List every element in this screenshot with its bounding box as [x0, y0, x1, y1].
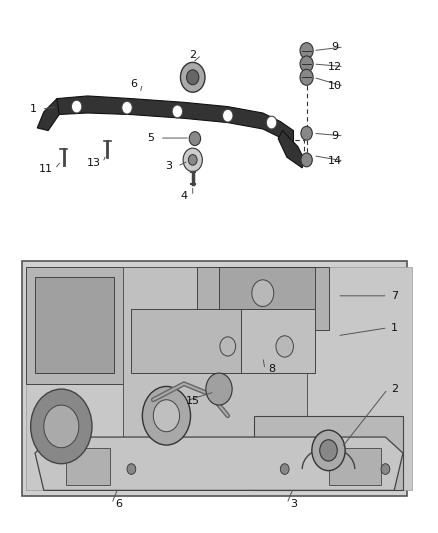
Text: 1: 1: [29, 104, 36, 114]
Polygon shape: [241, 309, 315, 373]
Circle shape: [320, 440, 337, 461]
Circle shape: [280, 464, 289, 474]
Circle shape: [276, 336, 293, 357]
Circle shape: [220, 337, 236, 356]
Circle shape: [252, 280, 274, 306]
Polygon shape: [66, 448, 110, 485]
Circle shape: [31, 389, 92, 464]
Text: 2: 2: [391, 384, 398, 394]
Text: 5: 5: [148, 133, 155, 143]
Text: 6: 6: [130, 79, 137, 88]
Text: 15: 15: [186, 396, 200, 406]
Polygon shape: [219, 266, 315, 309]
Circle shape: [381, 464, 390, 474]
Polygon shape: [37, 99, 59, 131]
Text: 12: 12: [328, 62, 342, 71]
Circle shape: [301, 153, 312, 167]
Text: 8: 8: [268, 365, 275, 374]
Polygon shape: [35, 437, 403, 490]
Polygon shape: [328, 448, 381, 485]
Polygon shape: [131, 309, 241, 373]
Polygon shape: [26, 266, 123, 384]
Circle shape: [206, 373, 232, 405]
Circle shape: [180, 62, 205, 92]
Polygon shape: [197, 266, 328, 330]
FancyBboxPatch shape: [22, 261, 407, 496]
Text: 3: 3: [165, 161, 172, 171]
Circle shape: [223, 109, 233, 122]
Text: 10: 10: [328, 82, 342, 91]
Circle shape: [300, 69, 313, 85]
Polygon shape: [278, 131, 304, 168]
Polygon shape: [123, 266, 307, 469]
Text: 2: 2: [189, 50, 196, 60]
Circle shape: [301, 126, 312, 140]
Text: 9: 9: [332, 131, 339, 141]
Circle shape: [183, 148, 202, 172]
Text: 11: 11: [39, 164, 53, 174]
Text: 13: 13: [87, 158, 101, 167]
Text: 7: 7: [391, 291, 398, 301]
Circle shape: [153, 400, 180, 432]
Circle shape: [172, 105, 183, 118]
Text: 6: 6: [115, 499, 122, 508]
Circle shape: [189, 132, 201, 146]
Polygon shape: [57, 96, 293, 147]
Text: 3: 3: [290, 499, 297, 508]
Circle shape: [187, 70, 199, 85]
Circle shape: [300, 43, 313, 59]
Polygon shape: [254, 416, 403, 490]
Circle shape: [71, 100, 82, 113]
Circle shape: [188, 155, 197, 165]
Circle shape: [44, 405, 79, 448]
Text: 9: 9: [332, 42, 339, 52]
Circle shape: [266, 116, 277, 129]
Circle shape: [300, 56, 313, 72]
Text: 4: 4: [180, 191, 187, 201]
Text: 1: 1: [391, 323, 398, 333]
Circle shape: [122, 101, 132, 114]
Circle shape: [142, 386, 191, 445]
Circle shape: [312, 430, 345, 471]
Circle shape: [127, 464, 136, 474]
Text: 14: 14: [328, 156, 342, 166]
Polygon shape: [35, 277, 114, 373]
Polygon shape: [26, 266, 412, 490]
